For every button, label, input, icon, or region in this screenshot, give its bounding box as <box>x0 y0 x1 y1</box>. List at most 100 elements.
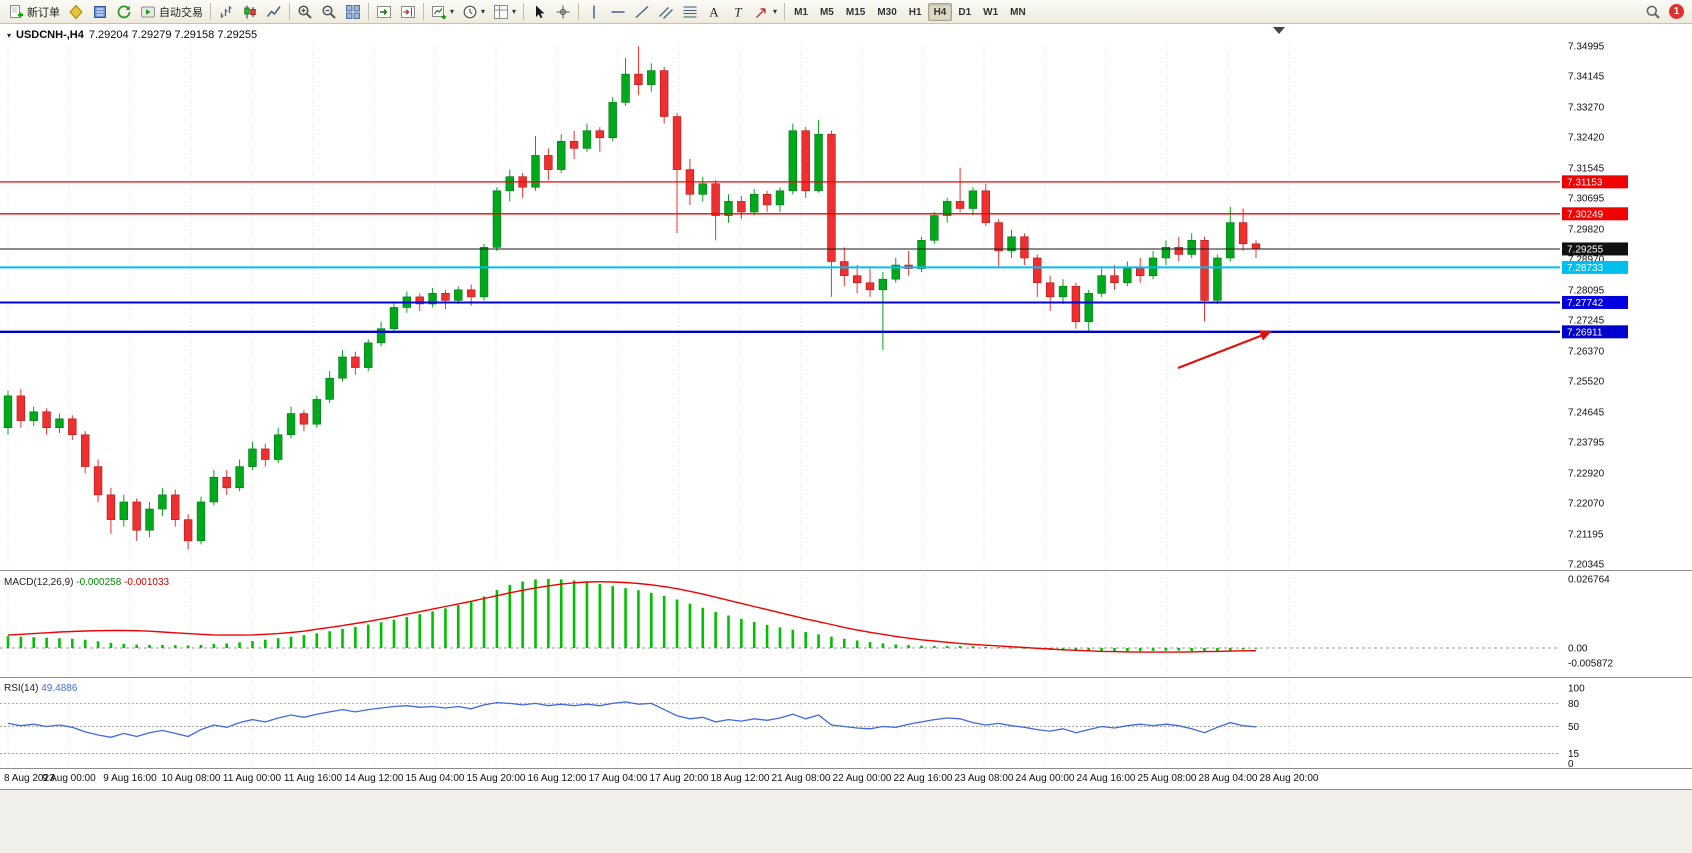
candle-body <box>492 190 502 248</box>
macd-histogram-bar <box>534 579 537 648</box>
bar-chart-button[interactable] <box>214 2 238 22</box>
timeframe-m5-button[interactable]: M5 <box>819 6 834 18</box>
macd-indicator-label: MACD(12,26,9) -0.000258 -0.001033 <box>4 577 170 588</box>
new-chart-button[interactable]: ▾ <box>427 2 458 22</box>
macd-histogram-bar <box>469 601 473 648</box>
candle-body <box>917 239 926 269</box>
period-button[interactable]: ▾ <box>458 2 489 22</box>
timeframe-h4-button[interactable]: H4 <box>927 2 953 21</box>
candle-body <box>1123 268 1132 284</box>
candle-body <box>943 201 952 216</box>
new-order-button[interactable]: 新订单 <box>4 2 64 22</box>
chart-dropdown-icon[interactable]: ▾ <box>7 30 12 40</box>
market-watch-button[interactable] <box>88 2 112 22</box>
toolbar: 新订单 自动交易 ▾ ▾ ▾ A T ▾ M1 M5 M15 M30 H1 H4 D1 W1 MN 1 <box>0 0 1692 24</box>
arrows-button[interactable]: ▾ <box>750 2 781 22</box>
doc-plus-icon <box>8 4 24 20</box>
rsi-line <box>7 701 1257 738</box>
chart-shift-marker-icon[interactable] <box>1273 27 1285 34</box>
vertical-line-button[interactable] <box>582 2 606 22</box>
candle-body <box>659 70 669 117</box>
arrow-annotation-head[interactable] <box>1259 330 1272 341</box>
candle-body <box>364 342 373 368</box>
candle-body <box>466 289 476 298</box>
toolbar-separator <box>368 3 369 20</box>
macd-histogram-bar <box>457 605 460 648</box>
macd-histogram-bar <box>431 611 434 648</box>
price-axis-label: 7.23795 <box>1568 438 1605 449</box>
candle-body <box>608 102 617 139</box>
chart-shift-button[interactable] <box>396 2 420 22</box>
time-axis-label: 28 Aug 20:00 <box>1260 773 1319 784</box>
time-axis-label: 25 Aug 08:00 <box>1138 773 1197 784</box>
candle-body <box>775 190 785 206</box>
macd-histogram-bar <box>1164 648 1168 651</box>
macd-histogram-bar <box>212 644 216 648</box>
macd-histogram-bar <box>405 617 409 648</box>
text-button[interactable]: A <box>702 2 726 22</box>
timeframe-h1-button[interactable]: H1 <box>908 6 922 18</box>
candle-body <box>595 130 605 139</box>
macd-histogram-bar <box>366 624 370 648</box>
macd-histogram-bar <box>559 579 563 648</box>
channel-button[interactable] <box>654 2 678 22</box>
horizontal-line-button[interactable] <box>606 2 630 22</box>
refresh-button[interactable] <box>112 2 136 22</box>
candle-body <box>299 413 309 425</box>
time-axis-label: 16 Aug 12:00 <box>528 773 587 784</box>
price-axis-label: 7.29820 <box>1568 224 1605 235</box>
line-chart-button[interactable] <box>262 2 286 22</box>
timeframe-d1-button[interactable]: D1 <box>958 6 972 18</box>
auto-scroll-button[interactable] <box>372 2 396 22</box>
arrow-annotation[interactable] <box>1177 333 1264 370</box>
label-button[interactable]: T <box>726 2 750 22</box>
macd-histogram-bar <box>521 581 524 648</box>
macd-histogram-bar <box>547 578 550 648</box>
new-order-button-label: 新订单 <box>27 6 60 19</box>
auto-trading-button[interactable]: 自动交易 <box>136 2 207 22</box>
macd-histogram-bar <box>109 642 113 648</box>
macd-histogram-bar <box>765 624 769 648</box>
crosshair-button[interactable] <box>551 2 575 22</box>
macd-histogram-bar <box>688 603 692 648</box>
support-line-cyan-label: 7.28733 <box>1567 263 1604 274</box>
tile-windows-button[interactable] <box>341 2 365 22</box>
resistance-line-1-label-box <box>1562 175 1628 189</box>
zoom-out-button[interactable] <box>317 2 341 22</box>
zoom-in-icon <box>297 4 313 20</box>
candlestick-chart-button[interactable] <box>238 2 262 22</box>
channel-icon <box>658 4 674 20</box>
search-button[interactable] <box>1641 2 1665 22</box>
timeframe-w1-button[interactable]: W1 <box>983 6 999 18</box>
cursor-button[interactable] <box>527 2 551 22</box>
search-icon <box>1645 4 1661 20</box>
timeframe-mn-button[interactable]: MN <box>1010 6 1026 18</box>
trendline-button[interactable] <box>630 2 654 22</box>
time-axis-label: 24 Aug 00:00 <box>1016 773 1075 784</box>
candle-body <box>801 130 810 192</box>
candle-body <box>1213 257 1222 301</box>
candle-body <box>1251 243 1261 250</box>
price-axis-label: 7.31545 <box>1568 163 1605 174</box>
notification-badge[interactable]: 1 <box>1669 4 1684 19</box>
timeframe-m30-button[interactable]: M30 <box>877 6 897 18</box>
timeframe-m1-button[interactable]: M1 <box>794 6 808 18</box>
zoom-in-button[interactable] <box>293 2 317 22</box>
rsi-axis-label: 15 <box>1568 749 1580 760</box>
timeframe-m15-button[interactable]: M15 <box>845 6 866 18</box>
template-button[interactable]: ▾ <box>489 2 520 22</box>
candle-body <box>389 307 399 329</box>
fibonacci-button[interactable] <box>678 2 702 22</box>
candle-body <box>968 190 978 209</box>
charts-grid-button[interactable] <box>64 2 88 22</box>
macd-histogram-bar <box>289 636 293 648</box>
candle-body <box>1200 239 1209 301</box>
candle-body <box>29 411 38 421</box>
price-axis-label: 7.22070 <box>1568 499 1605 510</box>
candle-body <box>647 70 656 86</box>
candle-body <box>196 501 206 542</box>
candle-body <box>1097 275 1106 294</box>
support-line-blue-2-label-box <box>1562 325 1628 339</box>
macd-histogram-bar <box>881 643 885 648</box>
